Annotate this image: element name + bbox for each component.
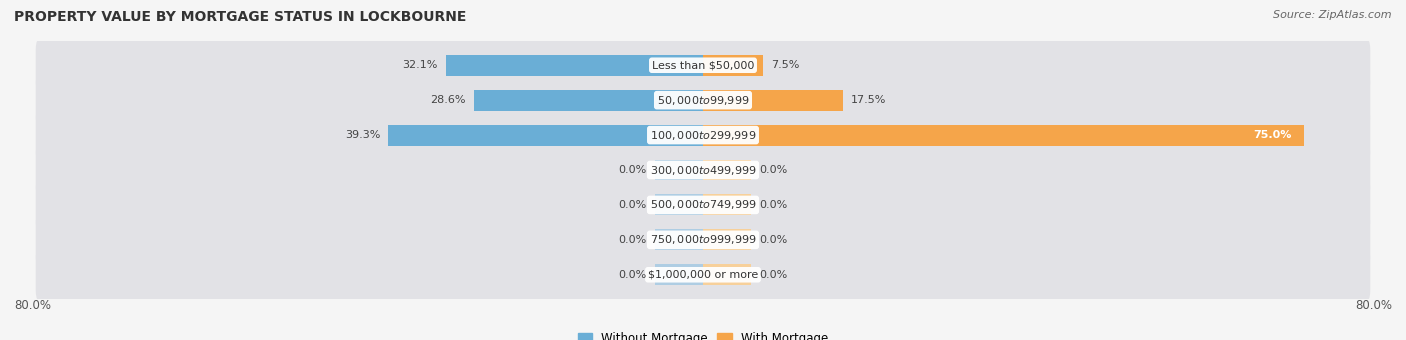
- FancyBboxPatch shape: [35, 145, 1371, 195]
- Text: 75.0%: 75.0%: [1253, 130, 1292, 140]
- Text: 0.0%: 0.0%: [759, 165, 787, 175]
- Bar: [446, 55, 703, 76]
- FancyBboxPatch shape: [35, 180, 1371, 230]
- Text: 0.0%: 0.0%: [619, 200, 647, 210]
- Bar: [474, 90, 703, 110]
- Text: $1,000,000 or more: $1,000,000 or more: [648, 270, 758, 280]
- Bar: [703, 230, 751, 250]
- FancyBboxPatch shape: [35, 215, 1371, 265]
- Text: $300,000 to $499,999: $300,000 to $499,999: [650, 164, 756, 176]
- Bar: [703, 159, 751, 181]
- Text: 0.0%: 0.0%: [619, 235, 647, 245]
- Bar: [655, 194, 703, 216]
- FancyBboxPatch shape: [35, 110, 1371, 160]
- Text: 7.5%: 7.5%: [770, 60, 800, 70]
- Legend: Without Mortgage, With Mortgage: Without Mortgage, With Mortgage: [574, 328, 832, 340]
- Bar: [703, 55, 763, 76]
- Bar: [703, 194, 751, 216]
- FancyBboxPatch shape: [35, 40, 1371, 90]
- FancyBboxPatch shape: [35, 250, 1371, 300]
- Text: 0.0%: 0.0%: [759, 235, 787, 245]
- Text: 39.3%: 39.3%: [344, 130, 380, 140]
- Bar: [655, 230, 703, 250]
- Text: 17.5%: 17.5%: [851, 95, 887, 105]
- Text: 0.0%: 0.0%: [619, 165, 647, 175]
- Text: 80.0%: 80.0%: [1355, 299, 1392, 312]
- Text: Source: ZipAtlas.com: Source: ZipAtlas.com: [1274, 10, 1392, 20]
- Text: $500,000 to $749,999: $500,000 to $749,999: [650, 199, 756, 211]
- Bar: [388, 124, 703, 146]
- Bar: [655, 159, 703, 181]
- Bar: [655, 264, 703, 285]
- Text: PROPERTY VALUE BY MORTGAGE STATUS IN LOCKBOURNE: PROPERTY VALUE BY MORTGAGE STATUS IN LOC…: [14, 10, 467, 24]
- Text: 28.6%: 28.6%: [430, 95, 465, 105]
- Text: 0.0%: 0.0%: [619, 270, 647, 280]
- Text: $100,000 to $299,999: $100,000 to $299,999: [650, 129, 756, 141]
- Text: 80.0%: 80.0%: [14, 299, 51, 312]
- Bar: [703, 264, 751, 285]
- FancyBboxPatch shape: [35, 75, 1371, 125]
- Text: 0.0%: 0.0%: [759, 200, 787, 210]
- Text: 32.1%: 32.1%: [402, 60, 437, 70]
- Text: $50,000 to $99,999: $50,000 to $99,999: [657, 94, 749, 107]
- Bar: [703, 124, 1303, 146]
- Text: $750,000 to $999,999: $750,000 to $999,999: [650, 233, 756, 246]
- Bar: [703, 90, 844, 110]
- Text: Less than $50,000: Less than $50,000: [652, 60, 754, 70]
- Text: 0.0%: 0.0%: [759, 270, 787, 280]
